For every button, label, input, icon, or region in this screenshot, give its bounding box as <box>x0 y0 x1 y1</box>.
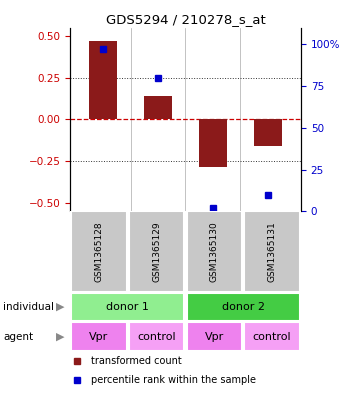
Text: ▶: ▶ <box>56 332 64 342</box>
Bar <box>71 292 184 321</box>
Text: individual: individual <box>4 302 55 312</box>
Bar <box>129 211 184 292</box>
Text: control: control <box>137 332 176 342</box>
Bar <box>71 322 127 351</box>
Text: ▶: ▶ <box>56 302 64 312</box>
Text: transformed count: transformed count <box>91 356 182 366</box>
Text: GSM1365128: GSM1365128 <box>94 221 103 282</box>
Text: GSM1365130: GSM1365130 <box>210 221 219 282</box>
Bar <box>199 119 227 167</box>
Bar <box>187 322 242 351</box>
Bar <box>187 211 242 292</box>
Bar <box>254 119 282 146</box>
Bar <box>71 211 127 292</box>
Bar <box>144 96 172 119</box>
Bar <box>129 322 184 351</box>
Text: agent: agent <box>4 332 34 342</box>
Text: GSM1365129: GSM1365129 <box>152 221 161 282</box>
Bar <box>244 211 300 292</box>
Text: percentile rank within the sample: percentile rank within the sample <box>91 375 256 385</box>
Text: donor 2: donor 2 <box>222 302 265 312</box>
Text: control: control <box>253 332 292 342</box>
Text: GSM1365131: GSM1365131 <box>268 221 276 282</box>
Bar <box>89 41 117 119</box>
Bar <box>244 322 300 351</box>
Text: Vpr: Vpr <box>205 332 224 342</box>
Text: Vpr: Vpr <box>89 332 108 342</box>
Text: donor 1: donor 1 <box>106 302 149 312</box>
Bar <box>187 292 300 321</box>
Title: GDS5294 / 210278_s_at: GDS5294 / 210278_s_at <box>106 13 265 26</box>
